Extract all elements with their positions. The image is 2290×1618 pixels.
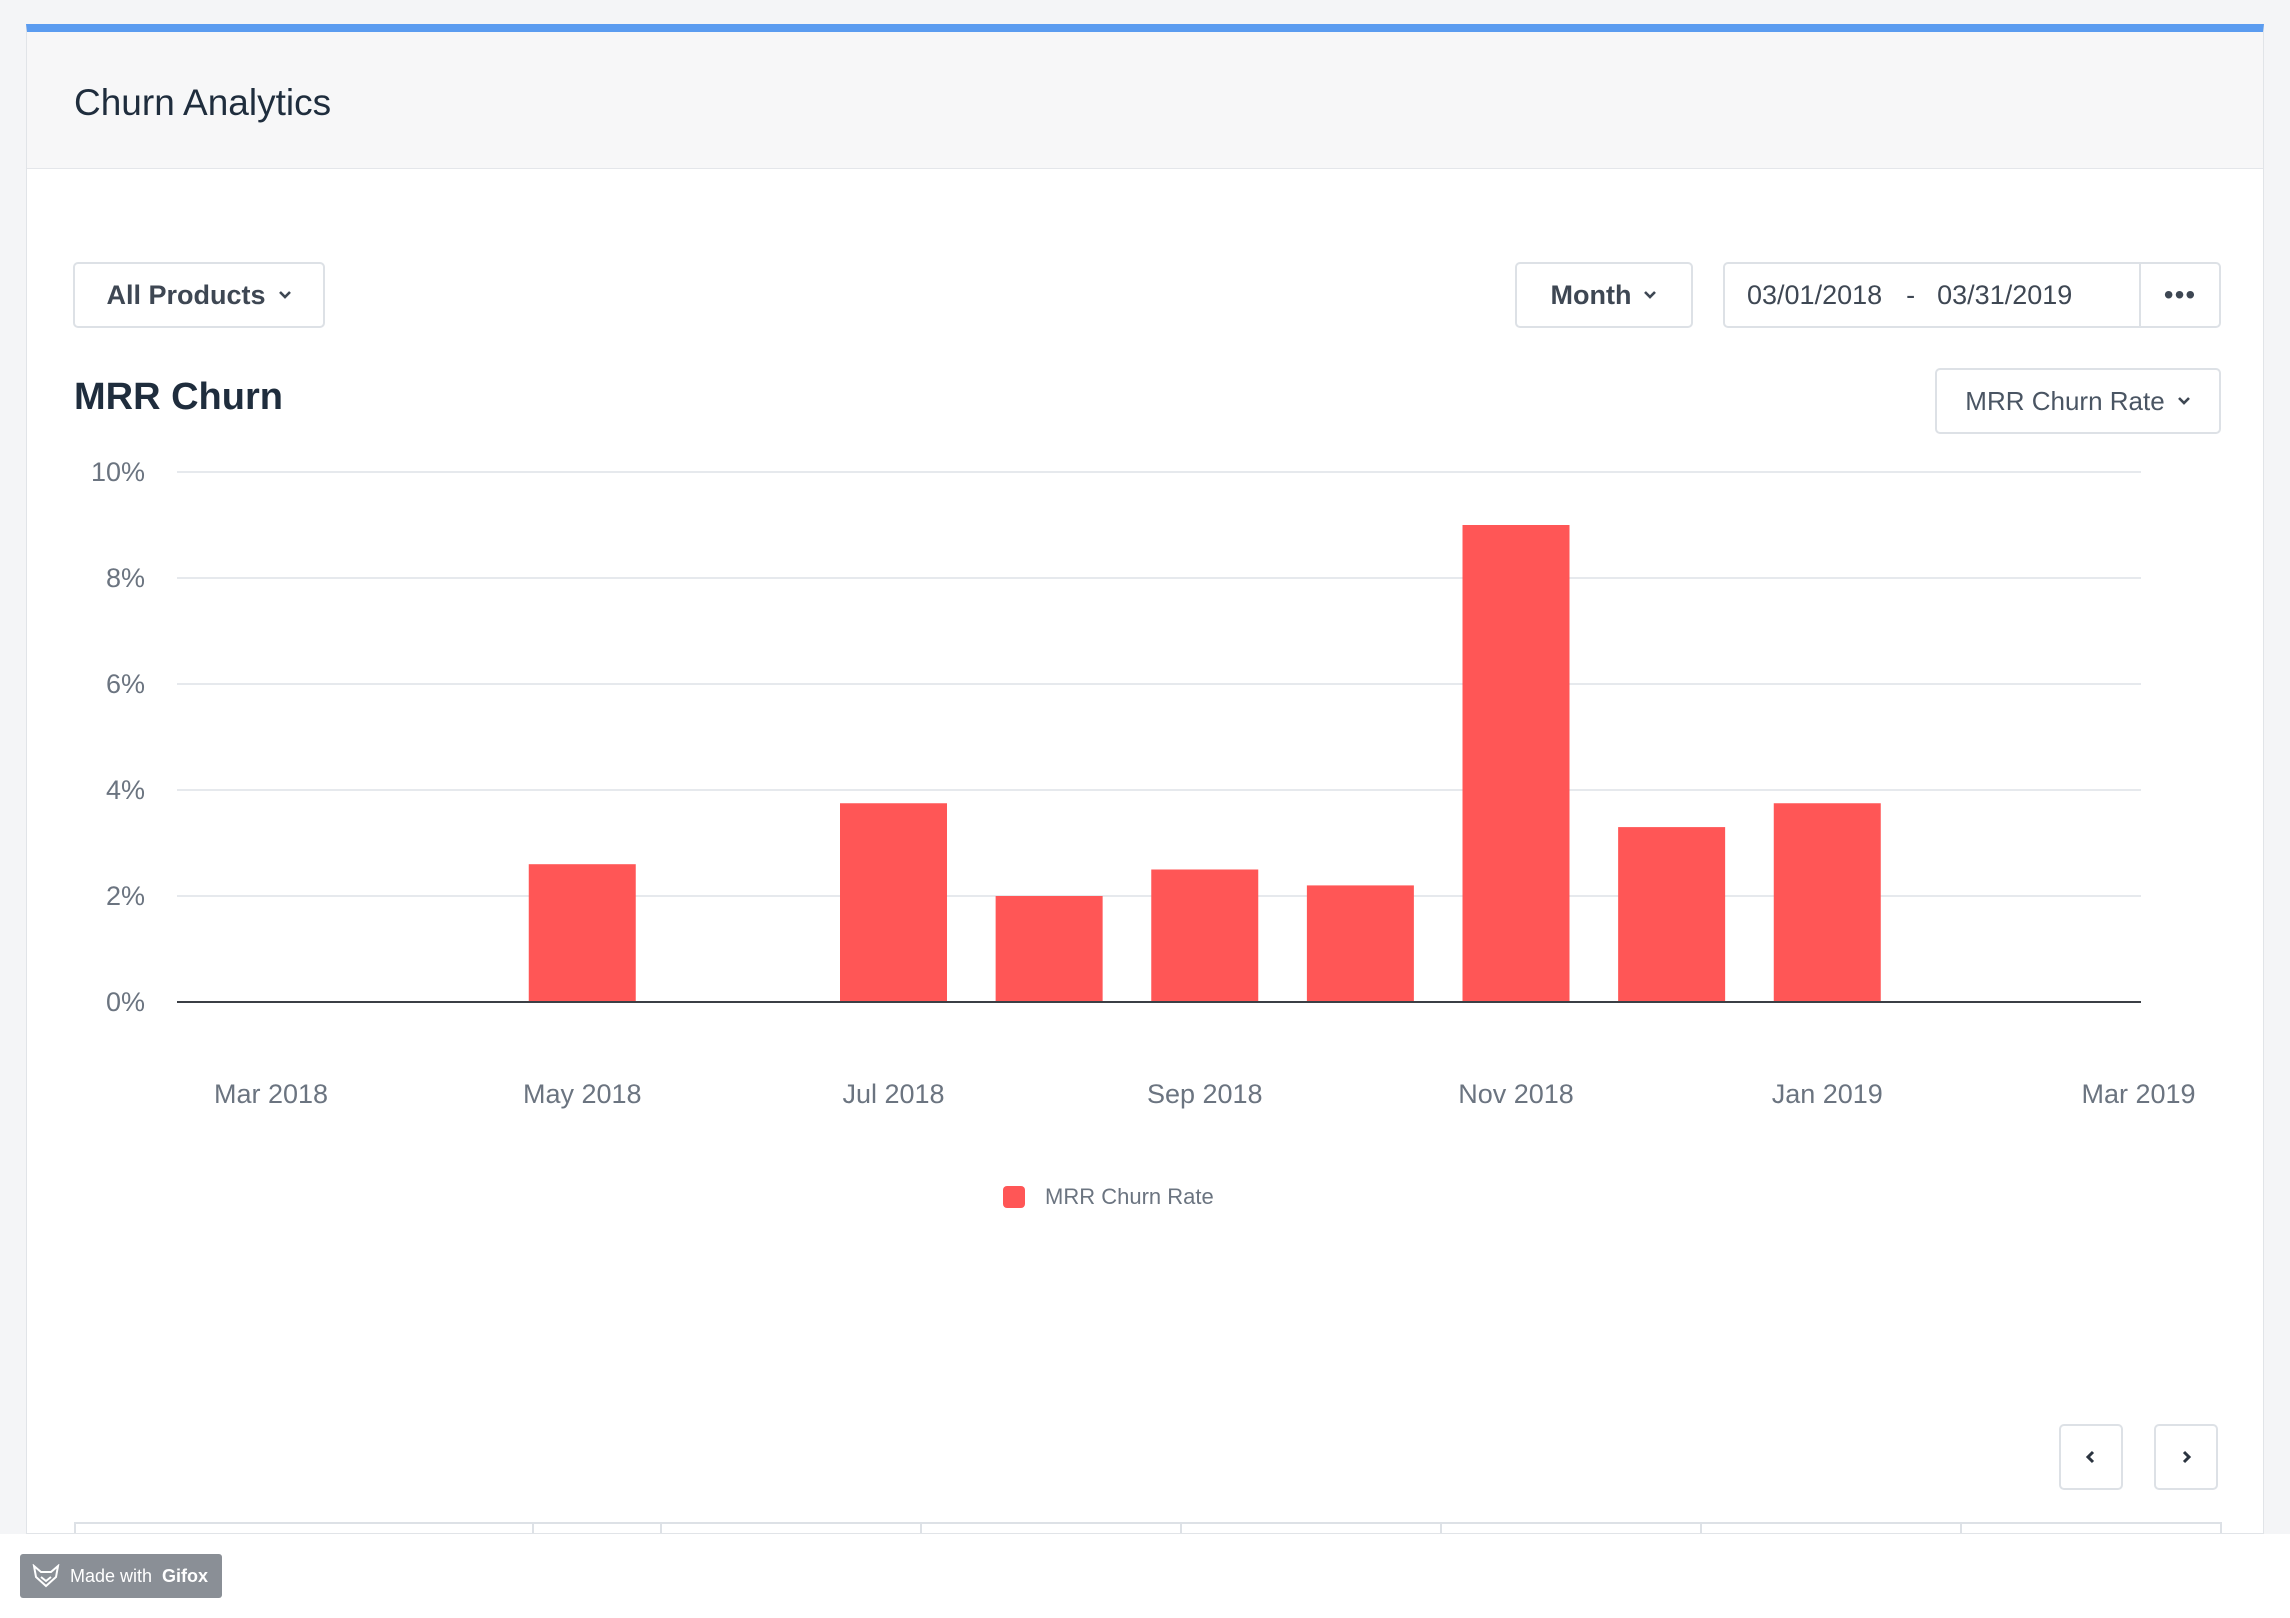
table-column [922,1524,1182,1533]
y-tick-label: 2% [106,881,145,911]
bar[interactable] [840,803,948,1002]
x-tick-label: Sep 2018 [1147,1079,1263,1109]
bar[interactable] [1618,827,1726,1002]
y-tick-label: 10% [91,457,145,487]
bar[interactable] [1151,869,1259,1003]
next-page-button[interactable] [2154,1424,2218,1490]
badge-brand: Gifox [162,1565,209,1586]
x-tick-label: Mar 2019 [2081,1079,2195,1109]
date-range-picker[interactable]: 03/01/2018 - 03/31/2019 ••• [1723,262,2221,328]
gifox-badge[interactable]: Made with Gifox [20,1554,223,1598]
chevron-down-icon [2177,397,2190,405]
fox-icon [32,1564,60,1588]
badge-prefix: Made with [70,1565,153,1586]
chart-title: MRR Churn [74,376,283,418]
date-separator: - [1906,279,1916,310]
legend-swatch [1003,1186,1025,1208]
product-filter-label: All Products [106,279,266,310]
table-column [1442,1524,1702,1533]
product-filter-dropdown[interactable]: All Products [73,262,325,328]
y-tick-label: 0% [106,987,145,1017]
table-column [1182,1524,1442,1533]
table-column [76,1524,534,1533]
y-tick-label: 6% [106,669,145,699]
chart-legend[interactable]: MRR Churn Rate [1003,1184,1214,1210]
bar[interactable] [995,896,1103,1002]
chevron-down-icon [1644,291,1657,299]
bar[interactable] [1773,803,1881,1002]
x-tick-label: Mar 2018 [214,1079,328,1109]
y-tick-label: 8% [106,563,145,593]
data-table-header [74,1522,2222,1533]
table-column [1962,1524,2220,1533]
metric-dropdown[interactable]: MRR Churn Rate [1935,368,2221,434]
metric-label: MRR Churn Rate [1965,385,2165,416]
y-tick-label: 4% [106,775,145,805]
chevron-right-icon [2182,1450,2192,1464]
chevron-left-icon [2085,1450,2095,1464]
churn-analytics-card: Churn Analytics All Products Month 03/01… [26,24,2264,1534]
bar[interactable] [528,864,636,1002]
previous-page-button[interactable] [2059,1424,2123,1490]
page-title: Churn Analytics [74,82,332,123]
legend-label: MRR Churn Rate [1045,1184,1214,1209]
interval-label: Month [1550,279,1632,310]
x-tick-label: Jan 2019 [1772,1079,1883,1109]
chevron-down-icon [278,291,291,299]
interval-dropdown[interactable]: Month [1515,262,1693,328]
footer: Made with Gifox [0,1534,2290,1618]
mrr-churn-chart: 0% 2% 4% 6% 8% 10% Mar 2018 May 2018 Jul 2018 Sep… [91,457,2196,1109]
card-header: Churn Analytics [27,32,2263,169]
x-tick-label: May 2018 [523,1079,642,1109]
more-options-button[interactable]: ••• [2139,264,2219,326]
x-tick-label: Nov 2018 [1458,1079,1574,1109]
table-column [662,1524,922,1533]
x-tick-label: Jul 2018 [842,1079,944,1109]
date-start[interactable]: 03/01/2018 [1747,279,1883,310]
bar[interactable] [1462,525,1570,1002]
table-column [1702,1524,1962,1533]
table-column [534,1524,662,1533]
date-end[interactable]: 03/31/2019 [1937,279,2073,310]
bar[interactable] [1306,885,1414,1002]
